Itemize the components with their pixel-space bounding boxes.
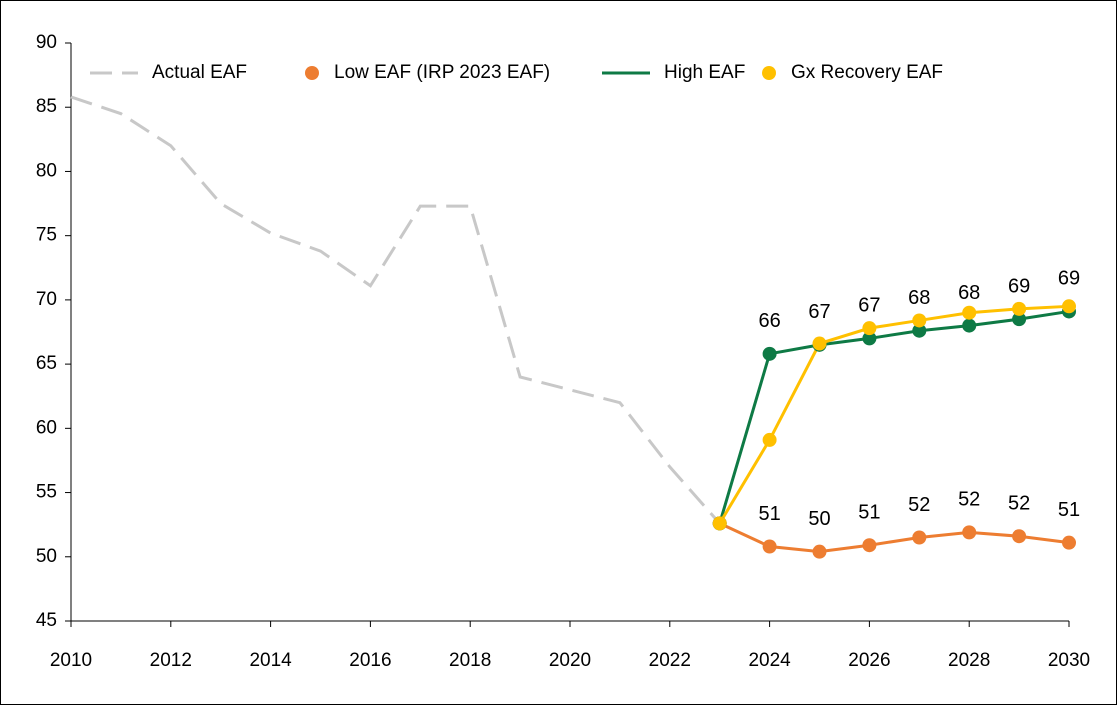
marker [912,313,927,328]
marker [962,305,977,320]
marker [962,318,977,333]
data-label: 68 [908,287,930,309]
legend-symbol [762,66,776,80]
y-tick-label: 45 [36,610,57,631]
series-line [719,522,1070,554]
y-tick-label: 85 [36,96,57,117]
marker [862,331,877,346]
y-tick-label: 90 [36,32,57,53]
x-tick-label: 2022 [649,650,691,671]
marker [912,323,927,338]
legend-label: Gx Recovery EAF [791,62,943,83]
data-label: 69 [1058,268,1080,290]
data-label: 69 [1008,275,1030,297]
y-tick-label: 55 [36,482,57,503]
marker [1012,301,1027,316]
legend-label: High EAF [664,62,745,83]
x-tick-label: 2030 [1048,650,1090,671]
y-tick-label: 65 [36,353,57,374]
legend-label: Actual EAF [152,62,247,83]
x-tick-label: 2026 [848,650,890,671]
x-tick-label: 2016 [349,650,391,671]
x-tick-label: 2010 [50,650,92,671]
series-line [718,309,1070,524]
x-tick-label: 2028 [948,650,990,671]
marker [912,530,927,545]
data-label: 51 [758,503,780,525]
x-tick-label: 2018 [449,650,491,671]
data-label: 68 [958,282,980,304]
y-tick-label: 50 [36,546,57,567]
x-tick-label: 2014 [249,650,292,671]
data-label: 52 [908,494,930,516]
x-tick-label: 2020 [549,650,591,671]
marker [812,544,827,559]
marker [762,432,777,447]
data-label: 66 [758,310,780,332]
y-tick-label: 75 [36,225,57,246]
data-label: 67 [858,295,880,317]
x-tick-label: 2012 [150,650,192,671]
marker [1062,299,1076,314]
marker [862,538,877,553]
marker [1012,529,1027,544]
marker [862,321,877,336]
legend-label: Low EAF (IRP 2023 EAF) [334,62,550,83]
y-tick-label: 70 [36,289,57,310]
marker [762,539,777,554]
marker [762,346,777,361]
data-label: 52 [1008,493,1030,515]
marker [812,336,827,351]
marker [1062,535,1076,550]
series-line [70,95,721,525]
marker [962,525,977,540]
y-tick-label: 80 [36,160,57,181]
data-label: 67 [808,301,830,323]
data-label: 50 [808,508,830,530]
series-line [718,304,1070,525]
data-label: 52 [958,489,980,511]
marker [712,516,727,531]
legend-symbol [305,66,319,80]
data-label: 51 [1058,499,1080,521]
y-tick-label: 60 [36,417,57,438]
x-tick-label: 2024 [748,650,791,671]
data-label: 51 [858,501,880,523]
marker [1012,312,1027,327]
